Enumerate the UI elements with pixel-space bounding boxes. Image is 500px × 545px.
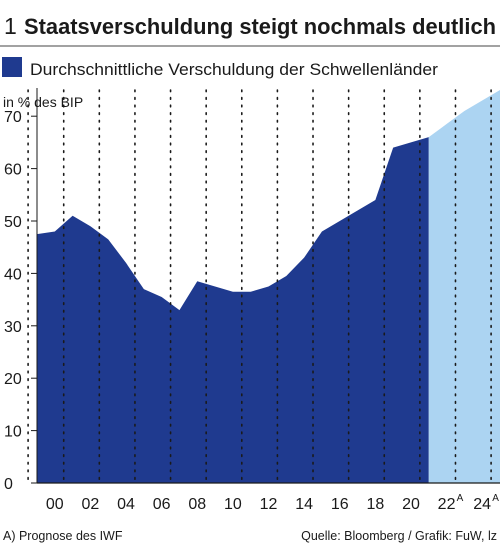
x-tick-label: 00 bbox=[46, 496, 64, 513]
x-tick-label: 08 bbox=[188, 496, 206, 513]
area-series-forecast bbox=[428, 90, 500, 483]
x-tick-label: 18 bbox=[366, 496, 384, 513]
legend-label: Durchschnittliche Verschuldung der Schwe… bbox=[30, 60, 438, 79]
source-note: Quelle: Bloomberg / Grafik: FuW, lz bbox=[301, 529, 497, 543]
y-tick-label: 40 bbox=[4, 266, 22, 283]
x-tick-label: 04 bbox=[117, 496, 135, 513]
x-tick-label: 10 bbox=[224, 496, 242, 513]
x-tick-label: 24 bbox=[473, 496, 491, 513]
legend-swatch bbox=[2, 57, 22, 77]
y-axis-label: in % des BIP bbox=[3, 94, 83, 110]
plot-area bbox=[27, 88, 500, 484]
y-tick-label: 60 bbox=[4, 162, 22, 179]
x-tick-label: 14 bbox=[295, 496, 313, 513]
x-tick-superscript: A bbox=[492, 493, 499, 504]
y-tick-labels: 0 10 20 30 40 50 60 70 bbox=[4, 109, 37, 493]
x-tick-superscript: A bbox=[457, 493, 464, 504]
chart-number: 1 bbox=[4, 13, 17, 39]
y-tick-label: 20 bbox=[4, 371, 22, 388]
y-tick-label: 50 bbox=[4, 214, 22, 231]
x-tick-label: 20 bbox=[402, 496, 420, 513]
y-tick-label: 10 bbox=[4, 424, 22, 441]
y-tick-label: 30 bbox=[4, 319, 22, 336]
x-tick-label: 06 bbox=[153, 496, 171, 513]
x-tick-label: 16 bbox=[331, 496, 349, 513]
y-tick-label: 0 bbox=[4, 476, 13, 493]
chart-title: Staatsverschuldung steigt nochmals deutl… bbox=[24, 14, 496, 39]
x-tick-label: 12 bbox=[260, 496, 278, 513]
x-tick-labels: 00 02 04 06 08 10 12 14 16 18 20 22 A 24 A bbox=[46, 493, 499, 513]
area-series-actual bbox=[37, 137, 429, 483]
footnote: A) Prognose des IWF bbox=[3, 529, 123, 543]
x-tick-label: 02 bbox=[82, 496, 100, 513]
x-tick-label: 22 bbox=[438, 496, 456, 513]
y-tick-label: 70 bbox=[4, 109, 22, 126]
